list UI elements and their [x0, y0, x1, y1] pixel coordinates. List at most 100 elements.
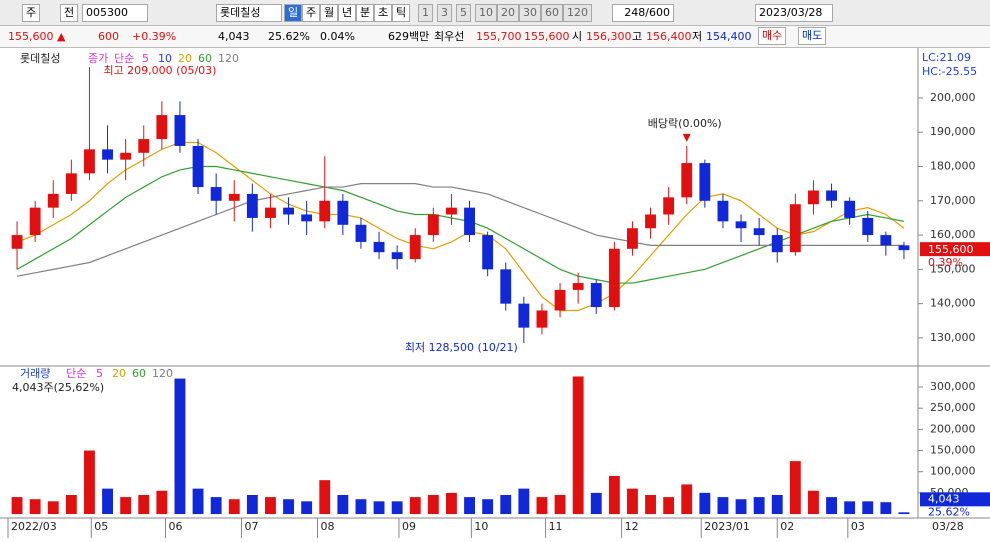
volume-bar [391, 501, 403, 515]
legend-entry: 60 [132, 367, 146, 380]
volume-bar [735, 499, 747, 515]
step-button[interactable]: 10 [475, 4, 497, 22]
volume-bar [373, 501, 385, 515]
volume-bar [446, 492, 457, 515]
volume-bar [138, 494, 150, 515]
candle-body [753, 228, 765, 236]
candle-body [29, 207, 41, 236]
candle-body [735, 221, 747, 229]
volume-bar [500, 494, 512, 515]
ma-line [16, 141, 905, 312]
step-button[interactable]: 30 [519, 4, 541, 22]
volume-bar [771, 494, 783, 515]
unit-button[interactable]: 틱 [392, 4, 411, 22]
step-button[interactable]: 60 [541, 4, 563, 22]
candle-body [156, 115, 168, 140]
step-button[interactable]: 120 [563, 4, 592, 22]
volume-bar [29, 499, 41, 515]
candle-body [337, 200, 349, 225]
bid: 155,600 [524, 30, 570, 43]
stock-name[interactable]: 롯데칠성 [216, 4, 282, 22]
unit-button[interactable]: 월 [320, 4, 339, 22]
volume-bar [572, 376, 584, 515]
unit-button[interactable]: 분 [356, 4, 375, 22]
ma-line [16, 183, 904, 277]
y-tick-label: 150,000 [930, 262, 976, 275]
legend-entry: 5 [96, 367, 103, 380]
candle-body [627, 228, 638, 249]
x-tick-label: 02 [780, 520, 794, 533]
x-tick-label: 05 [94, 520, 108, 533]
volume-bar [590, 492, 602, 515]
volume-bar [210, 497, 222, 515]
date[interactable]: 2023/03/28 [755, 4, 833, 22]
legend-entry: 10 [158, 52, 172, 65]
volume-title: 거래량 [20, 367, 50, 380]
period[interactable]: 주 [22, 4, 41, 22]
annotation: 최고 209,000 (05/03) [103, 64, 216, 77]
unit-button[interactable]: 년 [338, 4, 357, 22]
best: 최우선 [434, 30, 465, 43]
volume-bar [156, 490, 168, 515]
unit-button[interactable]: 초 [374, 4, 393, 22]
price: 155,600 ▲ [8, 30, 66, 43]
candle-body [373, 241, 385, 253]
volume-bar [228, 499, 240, 515]
candle-body [663, 197, 675, 215]
volume-bar [753, 497, 765, 515]
step-button[interactable]: 20 [497, 4, 519, 22]
volume-bar [663, 497, 675, 515]
volume-bar [862, 501, 874, 515]
price-rate-label: 0.39% [928, 256, 963, 269]
ma-line [16, 165, 905, 284]
volume-bar [301, 501, 313, 515]
candle-body [808, 190, 819, 205]
low-label: 저 [692, 30, 703, 43]
hc-label: HC:-25.55 [922, 65, 977, 78]
volume-bar [789, 461, 801, 515]
candle-body [844, 200, 856, 218]
step-button[interactable]: 3 [437, 4, 452, 22]
low: 154,400 [706, 30, 752, 43]
legend-entry: 120 [152, 367, 173, 380]
candle-body [500, 269, 512, 304]
chart: 130,000 140,000 150,000 160,000 170,000 180,0… [0, 48, 990, 542]
buy-button[interactable]: 매수 [758, 27, 787, 45]
volume-bar [120, 497, 132, 515]
mode[interactable]: 전 [60, 4, 79, 22]
amount: 629백만 [388, 30, 430, 43]
legend-entry: 5 [142, 52, 149, 65]
step-button[interactable]: 1 [418, 4, 433, 22]
x-end-label: 03/28 [932, 520, 964, 533]
volume-rate: 25.62% [268, 30, 310, 43]
candle-body [319, 200, 331, 222]
volume-bar [681, 484, 693, 515]
candle-body [409, 235, 421, 260]
volume-bar [464, 497, 475, 515]
y-tick-label: 140,000 [930, 297, 976, 310]
sell-button[interactable]: 매도 [798, 27, 827, 45]
y-tick-label: 170,000 [930, 194, 976, 207]
code[interactable]: 005300 [82, 4, 148, 22]
candle-body [210, 187, 222, 201]
candle-body [482, 235, 494, 270]
unit-button[interactable]: 일 [284, 4, 303, 22]
unit-button[interactable]: 주 [302, 4, 321, 22]
candle-body [898, 245, 910, 251]
legend-label: 단순 [66, 367, 86, 380]
candle-body [608, 248, 620, 308]
count[interactable]: 248/600 [612, 4, 674, 22]
candle-body [554, 289, 566, 311]
candle-body [862, 217, 874, 236]
candle-body [138, 139, 150, 153]
rate: +0.39% [132, 30, 177, 43]
candle-body [47, 193, 59, 208]
candle-body [427, 214, 439, 236]
candle-body [192, 145, 204, 188]
step-button[interactable]: 5 [456, 4, 471, 22]
y-tick-label: 300,000 [930, 380, 976, 393]
x-tick-label: 06 [168, 520, 182, 533]
candle-body [645, 214, 656, 229]
volume-bar [699, 492, 711, 515]
